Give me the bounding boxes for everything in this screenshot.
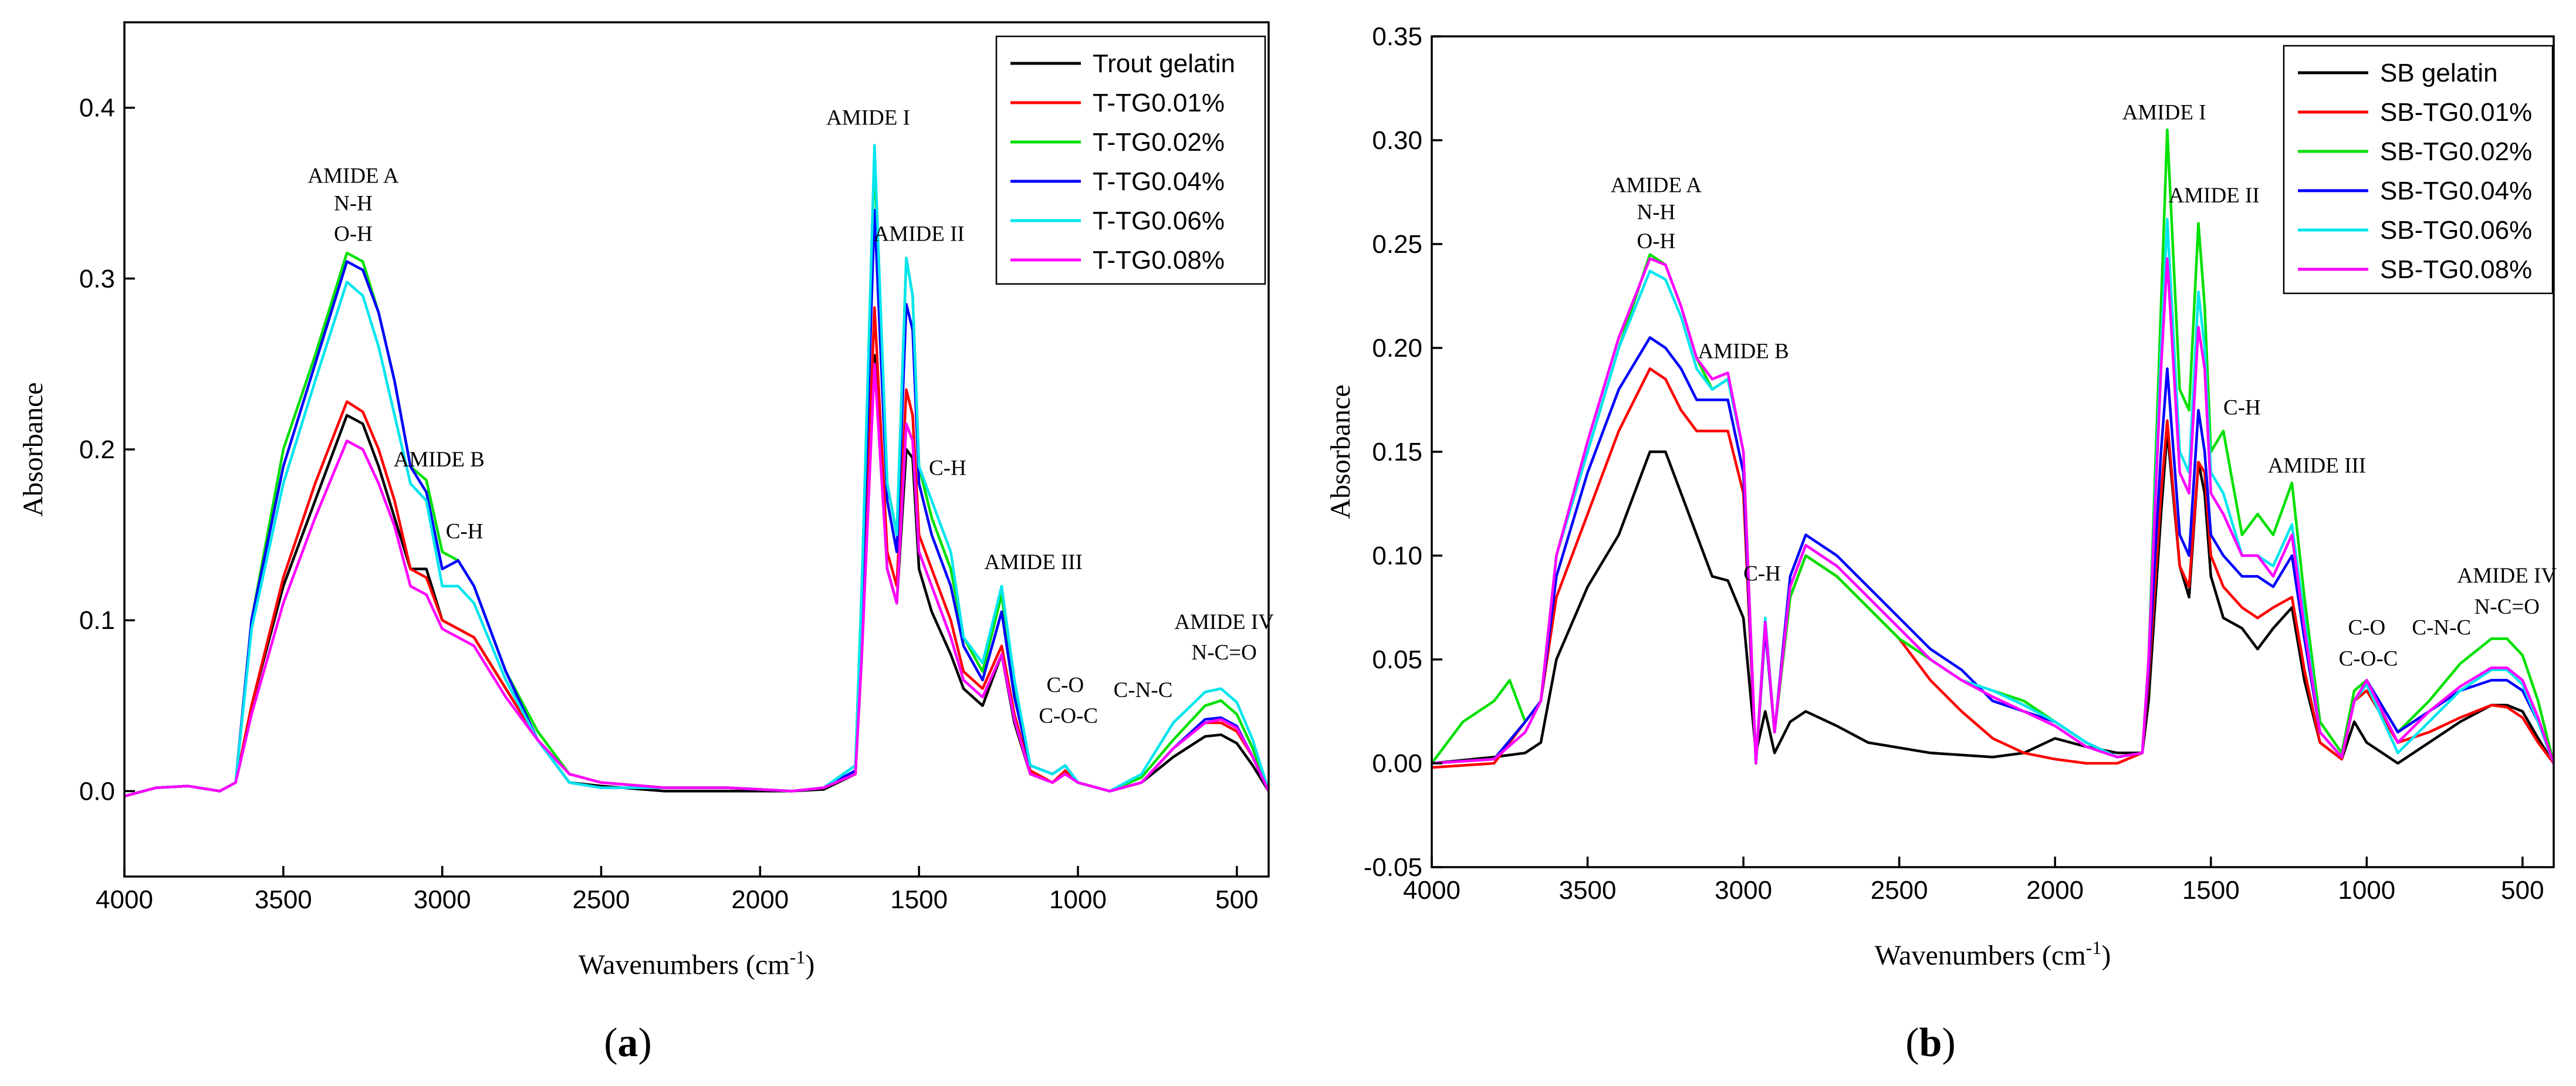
peak-annotation: O-H	[334, 222, 373, 246]
peak-annotation: AMIDE III	[2268, 454, 2366, 478]
peak-annotation: C-O-C	[1039, 704, 1098, 728]
peak-annotation: N-C=O	[2474, 595, 2540, 619]
peak-annotation: C-O	[2348, 616, 2385, 640]
y-tick-label: 0.2	[79, 435, 115, 464]
peak-annotation: AMIDE A	[1611, 174, 1702, 198]
panel-label: (a)	[604, 1020, 652, 1065]
y-tick-label: 0.35	[1372, 22, 1422, 51]
peak-annotation: AMIDE IV	[2457, 564, 2557, 588]
peak-annotation: C-H	[1743, 561, 1781, 586]
y-tick-label: 0.00	[1372, 749, 1422, 778]
peak-annotation: C-O-C	[2339, 647, 2398, 671]
x-tick-label: 3500	[255, 885, 312, 914]
peak-annotation: AMIDE B	[1698, 340, 1789, 364]
peak-annotation: N-H	[1637, 201, 1676, 225]
x-tick-label: 2500	[573, 885, 630, 914]
y-tick-label: 0.25	[1372, 230, 1422, 259]
peak-annotation: AMIDE I	[2122, 101, 2206, 125]
legend-label: T-TG0.02%	[1093, 128, 1225, 157]
chart-panel-b: 4000 3500 3000 2500 2000 1500 1000 500 -0.05 0.00…	[1325, 22, 2557, 1065]
legend-label: SB-TG0.02%	[2380, 137, 2532, 166]
x-axis-label: Wavenumbers (cm-1)	[1875, 937, 2111, 971]
peak-annotation: AMIDE B	[394, 448, 485, 472]
x-tick-label: 2500	[1871, 876, 1928, 905]
y-tick-label: 0.3	[79, 265, 115, 293]
peak-annotation: C-H	[446, 519, 484, 543]
series-line-0	[1431, 429, 2555, 765]
y-tick-label: 0.20	[1372, 334, 1422, 363]
peak-annotation: AMIDE A	[307, 164, 398, 188]
legend-label: T-TG0.08%	[1093, 246, 1225, 275]
x-tick-label: 1500	[890, 885, 948, 914]
series-line-5	[124, 363, 1270, 798]
peak-annotation: C-N-C	[2412, 616, 2471, 640]
peak-annotation: AMIDE II	[874, 222, 965, 246]
y-tick-label: 0.1	[79, 606, 115, 635]
peak-annotation: AMIDE III	[984, 550, 1082, 574]
legend-label: SB-TG0.08%	[2380, 255, 2532, 284]
x-tick-label: 2000	[731, 885, 789, 914]
peak-annotation: N-C=O	[1192, 641, 1257, 665]
legend: Trout gelatin T-TG0.01% T-TG0.02% T-TG0.04%…	[995, 35, 1266, 285]
legend-label: T-TG0.06%	[1093, 207, 1225, 235]
legend-label: SB gelatin	[2380, 59, 2498, 87]
legend-label: SB-TG0.04%	[2380, 177, 2532, 205]
y-tick-label: 0.0	[79, 777, 115, 806]
y-axis-label: Absorbance	[18, 382, 49, 516]
x-tick-label: 3000	[1715, 876, 1772, 905]
chart-panel-a: 4000 3500 3000 2500 2000 1500 1000 500 0.0 0.1 0.2…	[18, 21, 1274, 1065]
legend-label: T-TG0.04%	[1093, 167, 1225, 196]
legend-label: Trout gelatin	[1093, 49, 1235, 78]
y-tick-label: -0.05	[1364, 853, 1422, 882]
legend-label: SB-TG0.06%	[2380, 216, 2532, 245]
legend-label: T-TG0.01%	[1093, 89, 1225, 117]
x-tick-label: 3500	[1559, 876, 1617, 905]
peak-annotation: C-H	[929, 456, 966, 481]
x-tick-label: 500	[2501, 876, 2544, 905]
legend-box	[2283, 45, 2554, 295]
peak-annotation: AMIDE I	[826, 106, 910, 130]
x-tick-label: 4000	[1403, 876, 1461, 905]
peak-annotation: AMIDE II	[2169, 184, 2260, 208]
legend-box	[995, 35, 1266, 285]
legend-label: SB-TG0.01%	[2380, 98, 2532, 127]
x-tick-label: 1000	[2338, 876, 2395, 905]
peak-annotation: AMIDE IV	[1174, 610, 1274, 634]
peak-annotation: C-N-C	[1114, 678, 1173, 702]
legend: SB gelatin SB-TG0.01% SB-TG0.02% SB-TG0.04%…	[2283, 45, 2554, 295]
x-tick-label: 3000	[414, 885, 471, 914]
x-tick-label: 2000	[2026, 876, 2084, 905]
x-tick-label: 500	[1215, 885, 1258, 914]
peak-annotation: C-H	[2223, 395, 2261, 419]
x-axis-label: Wavenumbers (cm-1)	[579, 946, 815, 980]
x-tick-label: 1000	[1049, 885, 1107, 914]
series-line-4	[1431, 218, 2555, 765]
y-axis-label: Absorbance	[1325, 384, 1356, 519]
peak-annotation: N-H	[334, 191, 373, 215]
y-tick-label: 0.30	[1372, 126, 1422, 155]
y-tick-label: 0.15	[1372, 438, 1422, 466]
peak-annotation: O-H	[1637, 229, 1676, 253]
panel-label: (b)	[1905, 1020, 1956, 1065]
y-tick-label: 0.4	[79, 94, 115, 123]
y-tick-label: 0.10	[1372, 542, 1422, 570]
x-tick-label: 1500	[2182, 876, 2240, 905]
x-tick-label: 4000	[96, 885, 153, 914]
y-tick-label: 0.05	[1372, 645, 1422, 674]
series-line-5	[1431, 257, 2555, 765]
peak-annotation: C-O	[1046, 674, 1084, 698]
